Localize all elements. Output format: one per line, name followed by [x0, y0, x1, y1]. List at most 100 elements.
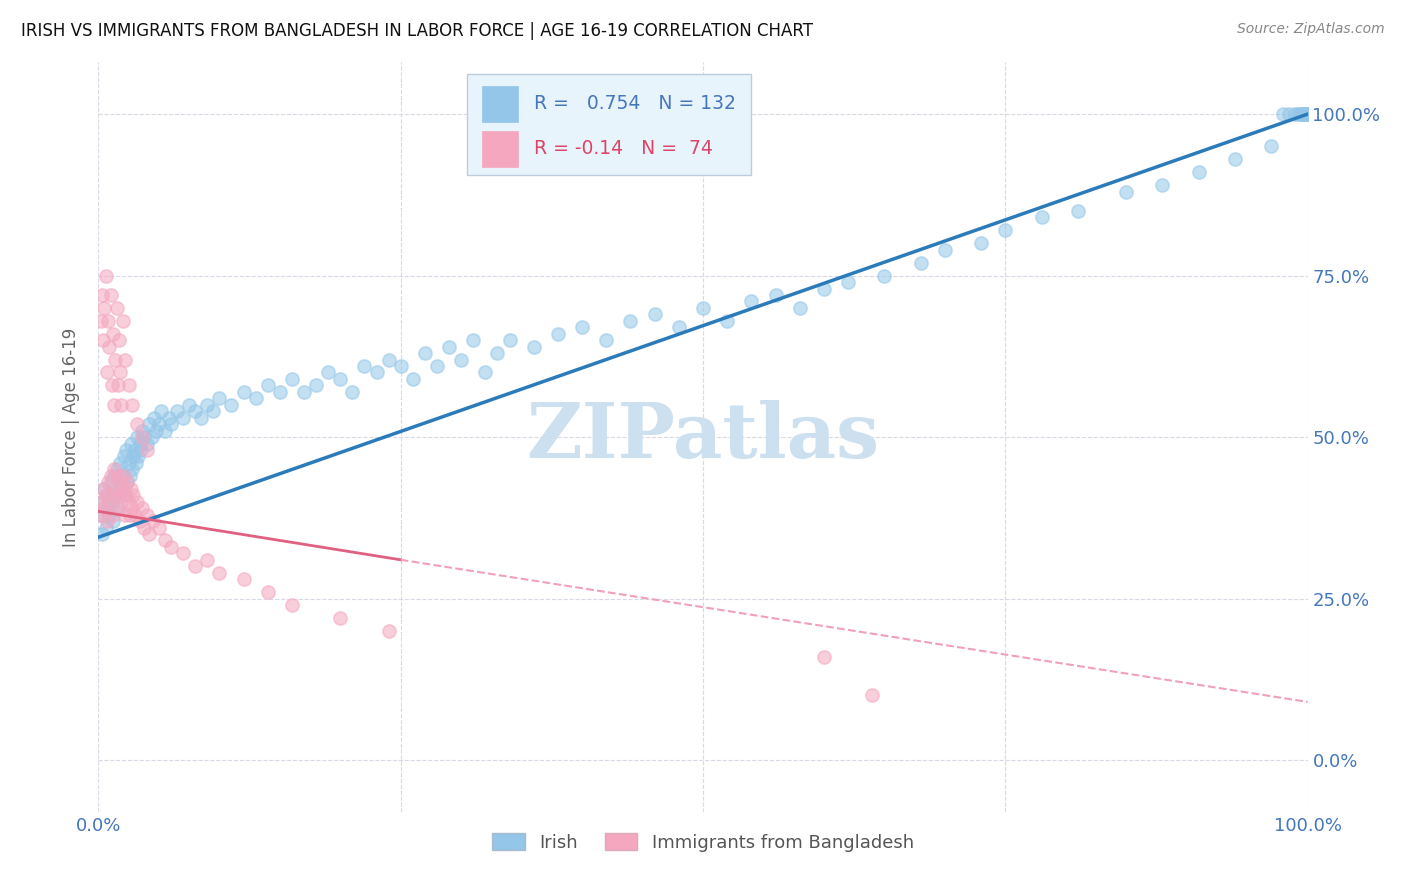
Point: [104, 482, 127, 496]
Point: [813, 649, 835, 664]
Point: [115, 442, 138, 457]
Point: [108, 366, 131, 380]
Point: [110, 482, 132, 496]
Point: [292, 384, 315, 399]
Point: [122, 488, 145, 502]
Point: [111, 468, 134, 483]
Point: [619, 314, 641, 328]
Point: [150, 404, 173, 418]
Point: [1286, 107, 1309, 121]
Point: [115, 488, 138, 502]
Point: [100, 468, 122, 483]
FancyBboxPatch shape: [482, 131, 517, 168]
Point: [97, 314, 120, 328]
Point: [377, 624, 399, 638]
Point: [269, 384, 291, 399]
Point: [202, 404, 225, 418]
Point: [208, 392, 231, 406]
Point: [108, 488, 131, 502]
Point: [402, 372, 425, 386]
Point: [1294, 107, 1316, 121]
Point: [122, 450, 145, 464]
Point: [97, 488, 120, 502]
Text: R =   0.754   N = 132: R = 0.754 N = 132: [534, 95, 735, 113]
Point: [1296, 107, 1319, 121]
Point: [91, 288, 114, 302]
Point: [377, 352, 399, 367]
Point: [1296, 107, 1319, 121]
Point: [1296, 107, 1319, 121]
Point: [316, 366, 339, 380]
Point: [1292, 107, 1315, 121]
Point: [486, 346, 509, 360]
Point: [93, 301, 115, 315]
Point: [190, 410, 212, 425]
Text: ZIPatlas: ZIPatlas: [526, 401, 880, 474]
Point: [91, 508, 114, 522]
Point: [134, 430, 156, 444]
Point: [127, 450, 149, 464]
Point: [118, 378, 141, 392]
Point: [98, 340, 121, 354]
Point: [910, 255, 932, 269]
Point: [571, 320, 593, 334]
Point: [256, 378, 278, 392]
Point: [120, 482, 142, 496]
Point: [1296, 107, 1319, 121]
Point: [135, 436, 157, 450]
Point: [256, 585, 278, 599]
Point: [127, 417, 149, 432]
Point: [1284, 107, 1306, 121]
FancyBboxPatch shape: [482, 87, 517, 122]
Point: [108, 333, 131, 347]
Point: [413, 346, 436, 360]
Point: [100, 475, 122, 490]
Point: [114, 508, 136, 522]
Point: [1296, 107, 1319, 121]
Point: [208, 566, 231, 580]
Point: [1296, 107, 1319, 121]
Point: [148, 520, 170, 534]
Point: [1067, 204, 1090, 219]
Point: [232, 572, 254, 586]
Point: [426, 359, 449, 373]
Point: [740, 294, 762, 309]
Point: [1296, 107, 1319, 121]
Point: [523, 340, 546, 354]
Point: [100, 288, 122, 302]
Point: [1296, 107, 1319, 121]
Point: [105, 501, 128, 516]
Point: [157, 410, 180, 425]
Point: [1296, 107, 1319, 121]
Point: [91, 527, 114, 541]
Point: [934, 243, 956, 257]
Point: [114, 488, 136, 502]
Point: [135, 442, 157, 457]
Point: [112, 468, 135, 483]
Point: [437, 340, 460, 354]
Point: [124, 508, 146, 522]
Text: R = -0.14   N =  74: R = -0.14 N = 74: [534, 139, 713, 158]
Point: [232, 384, 254, 399]
Point: [813, 281, 835, 295]
Point: [281, 598, 304, 612]
Point: [1152, 178, 1174, 193]
Point: [1295, 107, 1317, 121]
Point: [100, 494, 122, 508]
Point: [90, 508, 112, 522]
Point: [118, 508, 141, 522]
Point: [97, 475, 120, 490]
Point: [1031, 211, 1053, 225]
Point: [1296, 107, 1319, 121]
Point: [134, 520, 156, 534]
Point: [101, 326, 124, 341]
Point: [143, 410, 166, 425]
Point: [1296, 107, 1319, 121]
Point: [90, 314, 112, 328]
Point: [366, 366, 388, 380]
Point: [692, 301, 714, 315]
Y-axis label: In Labor Force | Age 16-19: In Labor Force | Age 16-19: [62, 327, 80, 547]
Point: [1291, 107, 1313, 121]
Point: [1296, 107, 1319, 121]
Point: [716, 314, 738, 328]
